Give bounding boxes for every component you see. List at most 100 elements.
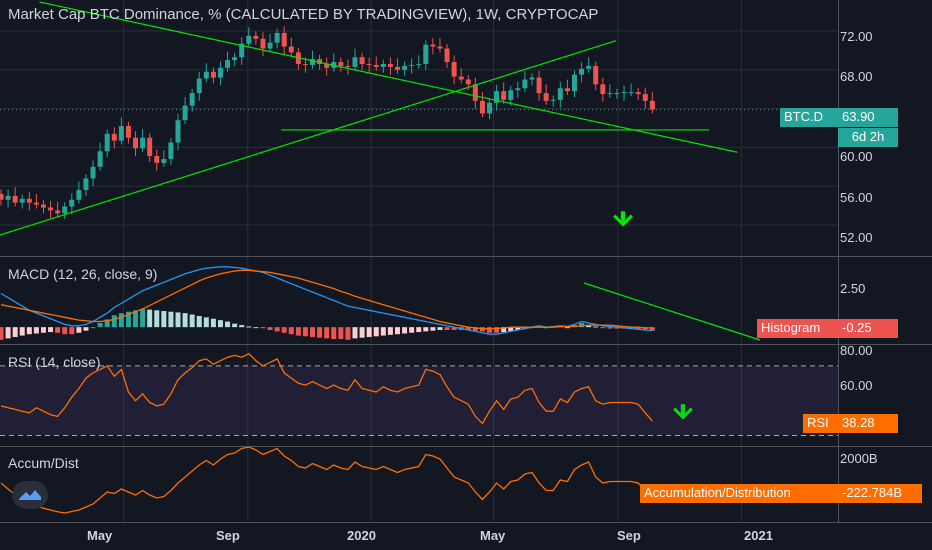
candle-body[interactable]	[281, 32, 287, 47]
candle-body[interactable]	[90, 166, 96, 179]
candle-body[interactable]	[557, 88, 563, 100]
candle-body[interactable]	[260, 38, 266, 49]
candle-body[interactable]	[394, 66, 400, 70]
candle-body[interactable]	[104, 133, 110, 152]
candle-body[interactable]	[161, 159, 167, 163]
candle-body[interactable]	[487, 102, 493, 114]
candle-body[interactable]	[239, 43, 245, 58]
candle-body[interactable]	[274, 32, 280, 43]
candle-body[interactable]	[451, 62, 457, 77]
candle-body[interactable]	[430, 44, 436, 47]
trendline[interactable]	[0, 40, 617, 237]
candle-body[interactable]	[465, 79, 471, 85]
candle-body[interactable]	[607, 93, 613, 95]
candle-body[interactable]	[118, 126, 124, 141]
candle-body[interactable]	[175, 120, 181, 143]
candle-body[interactable]	[48, 207, 54, 211]
macd-histogram-bar	[253, 327, 259, 329]
candle-body[interactable]	[586, 65, 592, 69]
candle-body[interactable]	[508, 90, 514, 100]
candle-body[interactable]	[444, 48, 450, 63]
candle-body[interactable]	[373, 64, 379, 67]
candle-body[interactable]	[317, 59, 323, 64]
candle-body[interactable]	[203, 71, 209, 79]
candle-body[interactable]	[154, 156, 160, 163]
candle-body[interactable]	[76, 190, 82, 200]
candle-body[interactable]	[125, 126, 131, 138]
candle-body[interactable]	[133, 137, 139, 149]
candle-body[interactable]	[210, 71, 216, 78]
candle-body[interactable]	[536, 77, 542, 94]
candle-body[interactable]	[494, 91, 500, 103]
candle-body[interactable]	[564, 88, 570, 92]
candle-body[interactable]	[472, 84, 478, 101]
candle-body[interactable]	[12, 195, 18, 203]
candle-body[interactable]	[593, 65, 599, 85]
candle-body[interactable]	[621, 92, 627, 94]
candle-body[interactable]	[288, 46, 294, 53]
candle-body[interactable]	[529, 77, 535, 80]
candle-body[interactable]	[253, 35, 259, 39]
candle-body[interactable]	[614, 93, 620, 95]
candle-body[interactable]	[267, 42, 273, 49]
candle-body[interactable]	[359, 57, 365, 64]
candle-body[interactable]	[55, 210, 61, 214]
candle-body[interactable]	[182, 105, 188, 121]
candle-body[interactable]	[69, 199, 75, 207]
candle-body[interactable]	[600, 84, 606, 95]
candle-body[interactable]	[338, 62, 344, 66]
candle-body[interactable]	[642, 94, 648, 101]
histogram-tag-value: -0.25	[838, 319, 898, 338]
candle-body[interactable]	[0, 193, 4, 200]
candle-body[interactable]	[111, 133, 117, 141]
candle-body[interactable]	[515, 88, 521, 91]
candle-body[interactable]	[33, 202, 39, 205]
candle-body[interactable]	[409, 64, 415, 66]
chart-title: Market Cap BTC Dominance, % (CALCULATED …	[8, 6, 599, 23]
candle-body[interactable]	[97, 151, 103, 167]
candle-body[interactable]	[635, 92, 641, 95]
candle-body[interactable]	[140, 137, 146, 149]
candle-body[interactable]	[522, 79, 528, 89]
candle-body[interactable]	[40, 204, 46, 208]
candle-body[interactable]	[225, 60, 231, 68]
candle-body[interactable]	[366, 64, 372, 65]
candle-body[interactable]	[501, 91, 507, 100]
candle-body[interactable]	[352, 57, 358, 67]
macd-trendline[interactable]	[583, 282, 761, 341]
candle-body[interactable]	[302, 64, 308, 65]
candle-body[interactable]	[402, 65, 408, 70]
candle-body[interactable]	[437, 46, 443, 49]
candle-body[interactable]	[380, 64, 386, 67]
candle-body[interactable]	[550, 99, 556, 101]
candle-body[interactable]	[26, 198, 32, 203]
candle-body[interactable]	[196, 78, 202, 94]
candle-body[interactable]	[217, 67, 223, 78]
candle-body[interactable]	[345, 65, 351, 67]
trendline[interactable]	[39, 1, 738, 153]
candle-body[interactable]	[5, 195, 11, 200]
candle-body[interactable]	[310, 59, 316, 65]
candle-body[interactable]	[628, 92, 634, 94]
rsi-band	[0, 365, 838, 436]
candle-body[interactable]	[83, 178, 89, 191]
candle-body[interactable]	[246, 35, 252, 44]
candle-body[interactable]	[479, 100, 485, 114]
candle-body[interactable]	[232, 57, 238, 61]
candle-body[interactable]	[543, 93, 549, 101]
candle-body[interactable]	[571, 74, 577, 92]
candle-body[interactable]	[423, 44, 429, 64]
candle-body[interactable]	[579, 68, 585, 75]
candle-body[interactable]	[19, 198, 25, 203]
candle-body[interactable]	[168, 142, 174, 160]
candle-body[interactable]	[189, 93, 195, 106]
candle-body[interactable]	[324, 64, 330, 68]
tradingview-logo-icon[interactable]	[12, 481, 48, 509]
candle-body[interactable]	[387, 64, 393, 67]
candle-body[interactable]	[416, 64, 422, 65]
candle-body[interactable]	[458, 76, 464, 80]
candle-body[interactable]	[649, 100, 655, 110]
candle-body[interactable]	[62, 206, 68, 214]
candle-body[interactable]	[147, 137, 153, 157]
